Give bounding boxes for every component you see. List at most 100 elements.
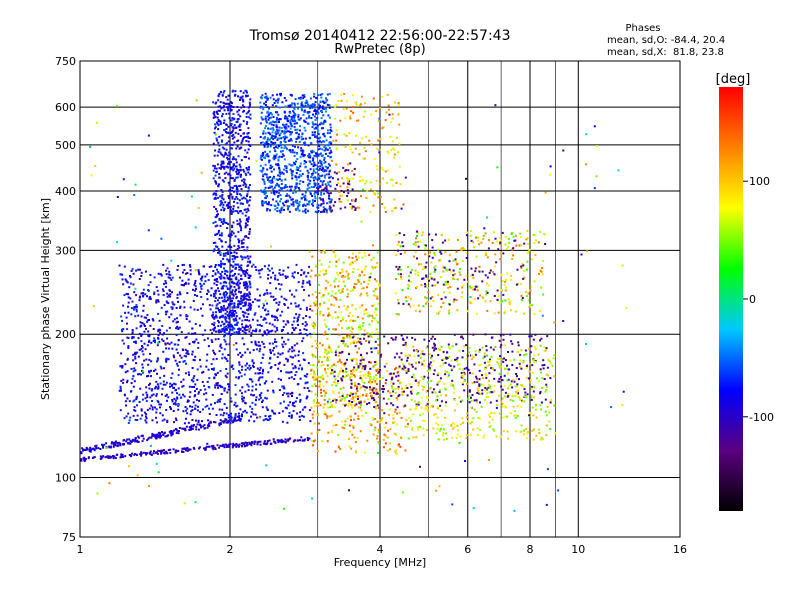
data-point: [183, 447, 186, 450]
data-point: [337, 178, 340, 181]
data-point: [540, 337, 543, 340]
data-point: [316, 307, 319, 309]
data-point: [377, 139, 380, 142]
data-point: [363, 451, 366, 454]
data-point: [163, 432, 166, 434]
data-point: [127, 412, 130, 415]
data-point: [169, 448, 172, 451]
data-point: [320, 191, 323, 194]
data-point: [404, 341, 407, 344]
data-point: [313, 186, 315, 188]
data-point: [293, 108, 296, 111]
data-point: [371, 304, 374, 307]
data-point: [352, 319, 355, 322]
data-point: [354, 319, 357, 322]
data-point: [234, 293, 237, 296]
data-point: [161, 333, 164, 336]
data-point: [257, 269, 260, 272]
data-point: [227, 158, 230, 160]
data-point: [355, 103, 358, 106]
data-point: [431, 335, 434, 338]
data-point: [355, 395, 357, 398]
data-point: [371, 265, 374, 268]
data-point: [121, 278, 124, 281]
data-point: [338, 306, 340, 308]
data-point: [517, 341, 520, 344]
data-point: [145, 386, 148, 389]
data-point: [108, 455, 111, 458]
data-point: [185, 314, 188, 316]
data-point: [234, 90, 237, 93]
data-point: [374, 426, 377, 429]
data-point: [352, 425, 355, 427]
data-point: [313, 110, 316, 112]
data-point: [146, 344, 149, 347]
data-point: [249, 137, 251, 140]
data-point: [278, 192, 281, 194]
data-point: [320, 117, 323, 120]
data-point: [361, 271, 364, 274]
data-point: [244, 275, 247, 278]
data-point: [214, 338, 217, 341]
data-point: [493, 377, 496, 380]
data-point: [191, 367, 194, 369]
data-point: [176, 364, 179, 367]
data-point: [270, 141, 273, 143]
data-point: [406, 394, 409, 397]
data-point: [293, 295, 296, 298]
data-point: [232, 260, 235, 263]
data-point: [339, 448, 342, 450]
data-point: [133, 291, 136, 294]
data-point: [297, 146, 300, 149]
data-point: [384, 434, 387, 437]
data-point: [135, 294, 138, 297]
data-point: [335, 148, 338, 151]
data-point: [283, 147, 286, 150]
data-point: [237, 173, 240, 176]
data-point: [259, 372, 261, 375]
data-point: [202, 303, 204, 306]
data-point: [222, 161, 225, 164]
data-point: [148, 335, 151, 338]
data-point: [324, 208, 326, 210]
data-point: [374, 266, 377, 269]
data-point: [291, 272, 294, 275]
data-point: [264, 443, 267, 445]
data-point: [266, 115, 269, 118]
data-point: [246, 285, 249, 288]
data-point: [313, 302, 316, 305]
data-point: [319, 376, 322, 379]
data-point: [239, 96, 242, 99]
data-point: [131, 337, 134, 340]
data-point: [325, 188, 328, 190]
data-point: [288, 415, 291, 418]
data-point: [225, 152, 228, 155]
data-point: [317, 193, 319, 196]
data-point: [232, 165, 235, 168]
data-point: [390, 120, 393, 123]
data-point: [334, 292, 337, 295]
data-point: [275, 301, 278, 304]
data-point: [387, 413, 390, 416]
data-point: [238, 286, 241, 289]
data-point: [248, 319, 251, 322]
data-point: [250, 334, 253, 337]
data-point: [155, 434, 158, 437]
data-point: [346, 295, 349, 298]
data-point: [346, 374, 349, 377]
data-point: [355, 403, 358, 406]
data-point: [303, 196, 306, 199]
data-point: [321, 93, 324, 96]
data-point: [145, 358, 148, 361]
data-point: [238, 327, 241, 330]
data-point: [214, 266, 217, 268]
data-point: [345, 270, 348, 273]
data-point: [136, 440, 139, 443]
data-point: [348, 334, 351, 337]
data-point: [240, 291, 242, 294]
data-point: [140, 275, 143, 277]
data-point: [305, 161, 308, 164]
data-point: [373, 294, 376, 297]
data-point: [352, 252, 354, 255]
data-point: [247, 309, 249, 312]
